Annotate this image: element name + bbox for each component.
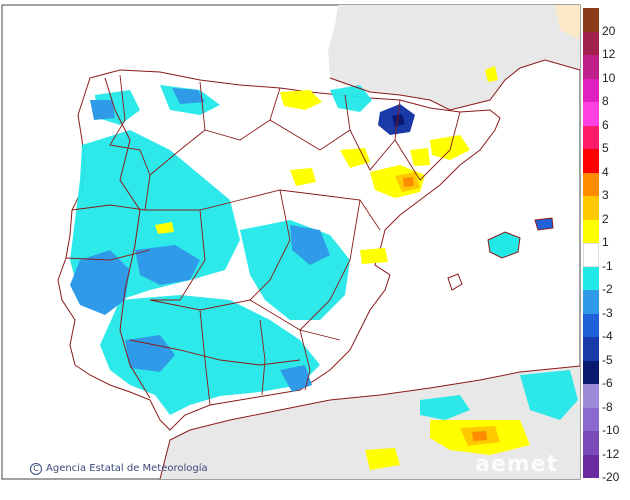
legend-label: -5 — [602, 352, 613, 367]
legend-swatch — [583, 454, 599, 478]
color-legend: 20 12 10 8 6 5 4 3 2 1 -1 -2 -3 -4 -5 -6 -8 -10 -12 -20 — [583, 8, 628, 484]
legend-label: -3 — [602, 305, 613, 320]
legend-label: -20 — [602, 470, 620, 484]
legend-swatch — [583, 102, 599, 126]
legend-label: -12 — [602, 446, 620, 461]
africa-coast — [159, 365, 581, 480]
legend-row: 5 — [583, 125, 628, 155]
legend-label: 5 — [602, 141, 609, 155]
legend-swatch — [583, 55, 599, 79]
legend-row: 8 — [583, 78, 628, 108]
anomaly-navy — [392, 114, 405, 127]
legend-swatch — [583, 8, 599, 32]
legend-label: -2 — [602, 282, 613, 296]
ibiza — [447, 273, 463, 291]
legend-row: 12 — [583, 31, 628, 61]
legend-label: 3 — [602, 188, 609, 202]
anomaly-blue — [70, 88, 330, 392]
legend-row: -10 — [583, 407, 628, 437]
regional-borders — [65, 74, 461, 406]
credit: C Agencia Estatal de Meteorología — [30, 463, 208, 475]
legend-row: -4 — [583, 313, 628, 343]
legend-row: 6 — [583, 102, 628, 132]
legend-row: 20 — [583, 8, 628, 38]
corner-beige — [555, 5, 580, 40]
legend-label: -6 — [602, 376, 613, 390]
legend-row: 1 — [583, 219, 628, 249]
watermark-logo: aemet — [475, 452, 559, 477]
legend-swatch — [583, 31, 599, 55]
legend-label: 4 — [602, 164, 609, 179]
legend-swatch — [583, 290, 599, 314]
legend-row: -6 — [583, 360, 628, 390]
legend-swatch — [583, 266, 599, 290]
mallorca — [487, 231, 521, 259]
legend-label: 6 — [602, 117, 609, 132]
legend-swatch — [583, 360, 599, 384]
legend-row: 10 — [583, 55, 628, 85]
anomaly-darkorange-africa — [472, 431, 487, 441]
legend-row: -5 — [583, 337, 628, 367]
legend-swatch — [583, 219, 599, 243]
legend-label: 2 — [602, 211, 609, 226]
legend-swatch — [583, 149, 599, 173]
legend-row: -12 — [583, 431, 628, 461]
legend-swatch — [583, 431, 599, 455]
legend-label: -4 — [602, 329, 613, 343]
legend-swatch — [583, 313, 599, 337]
legend-label: -10 — [602, 423, 620, 437]
france-border — [329, 59, 581, 111]
legend-swatch — [583, 125, 599, 149]
anomaly-darkorange — [403, 177, 414, 187]
legend-label: -8 — [602, 399, 613, 414]
legend-row: -20 — [583, 454, 628, 484]
legend-row: -2 — [583, 266, 628, 296]
legend-label: 8 — [602, 94, 609, 108]
legend-swatch — [583, 172, 599, 196]
legend-row: 3 — [583, 172, 628, 202]
legend-swatch — [583, 337, 599, 361]
legend-label: 10 — [602, 70, 616, 85]
france-land — [328, 5, 580, 110]
legend-swatch — [583, 78, 599, 102]
legend-swatch — [583, 407, 599, 431]
legend-label: 12 — [602, 47, 616, 61]
portugal-border — [104, 77, 151, 399]
legend-row: -3 — [583, 290, 628, 320]
legend-swatch — [583, 243, 599, 267]
copyright-icon: C — [30, 463, 42, 475]
legend-swatch — [583, 384, 599, 408]
menorca — [534, 217, 554, 231]
legend-row: -8 — [583, 384, 628, 414]
legend-swatch — [583, 196, 599, 220]
legend-row: 4 — [583, 149, 628, 179]
legend-row: -1 — [583, 243, 628, 273]
credit-text: Agencia Estatal de Meteorología — [46, 463, 208, 474]
legend-label: 20 — [602, 23, 616, 38]
legend-label: -1 — [602, 258, 613, 273]
legend-row: 2 — [583, 196, 628, 226]
legend-label: 1 — [602, 235, 609, 249]
